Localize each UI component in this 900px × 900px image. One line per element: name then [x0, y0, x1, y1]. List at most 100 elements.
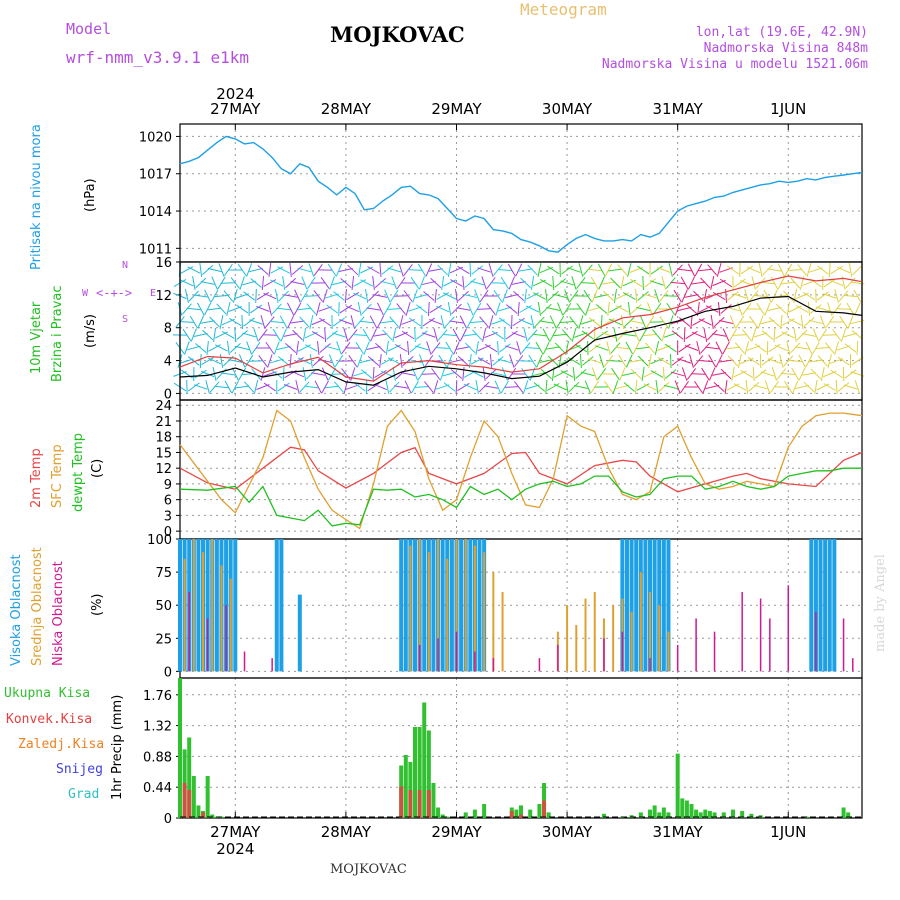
cloud-high-bar: [440, 539, 445, 672]
ytick-label: 6: [164, 494, 172, 509]
ytick-label: 3: [164, 509, 172, 524]
cloud-mid-bar: [409, 545, 412, 672]
precip-conv-bar: [417, 790, 422, 818]
precip-total-bar: [666, 812, 671, 818]
cloud-mid-bar: [593, 591, 596, 672]
precip-total-bar: [703, 809, 708, 818]
cloud-low-bar: [557, 644, 559, 672]
cloud-mid-bar: [183, 558, 186, 672]
ytick-label: 16: [155, 256, 172, 271]
cloud-low-bar: [741, 591, 743, 672]
cloud-mid-bar: [630, 611, 633, 672]
precip-legend-snow: Snijeg: [56, 762, 103, 777]
precip-legend-conv: Konvek.Kisa: [6, 712, 93, 727]
cloud-low-bar: [713, 631, 716, 672]
cloud-high-bar: [274, 539, 279, 672]
precip-total-bar: [652, 805, 657, 818]
year-label-top: 2024: [216, 85, 254, 103]
day-label-bottom: 28MAY: [321, 823, 372, 841]
ytick-label: 24: [155, 399, 172, 414]
cloud-high-bar: [477, 539, 482, 672]
precip-total-bar: [846, 812, 851, 818]
model-name: wrf-nmm_v3.9.1 e1km: [66, 48, 250, 67]
cloud-low-bar: [676, 644, 679, 672]
ytick-label: 0.88: [143, 750, 172, 765]
ytick-label: 12: [155, 462, 172, 477]
model-elevation-label: Nadmorska Visina u modelu 1521.06m: [601, 57, 868, 72]
cloud-mid-bar: [437, 539, 440, 672]
cloud-high-bar: [413, 539, 418, 672]
precip-total-bar: [472, 809, 477, 818]
cloud-low-bar: [603, 638, 605, 672]
day-label-top: 29MAY: [431, 100, 482, 118]
cloud-high-bar: [422, 539, 427, 672]
cloud-low-bar: [206, 618, 209, 672]
wind-gust-line: [179, 275, 863, 382]
cloud-high-bar: [813, 539, 818, 672]
day-label-bottom: 1JUN: [770, 823, 806, 841]
ytick-label: 0.44: [143, 781, 172, 796]
precip-total-bar: [841, 807, 846, 818]
ytick-label: 1014: [139, 205, 172, 220]
precip-total-bar: [445, 816, 450, 818]
cloud-mid-bar: [464, 539, 467, 672]
cloud-low-bar: [759, 598, 762, 672]
precip-total-bar: [730, 809, 735, 818]
cloud-mid-bar: [492, 572, 495, 672]
ytick-label: 18: [155, 431, 172, 446]
day-label-bottom: 31MAY: [653, 823, 704, 841]
cloud-high-bar: [809, 539, 814, 672]
cloud-high-bar: [449, 539, 454, 672]
cloud-high-bar: [431, 539, 436, 672]
cloud-mid-bar: [483, 552, 486, 672]
precip-total-bar: [514, 809, 519, 818]
day-label-top: 1JUN: [770, 100, 806, 118]
compass-west-label: W: [82, 288, 89, 299]
cloud-mid-bar: [192, 539, 195, 672]
panel-frame: [179, 123, 863, 263]
precip-conv-bar: [187, 790, 192, 818]
ytick-label: 50: [155, 599, 172, 614]
cloud-mid-bar: [501, 591, 504, 672]
precip-total-bar: [417, 727, 422, 818]
precip-total-bar: [638, 812, 643, 818]
day-label-top: 31MAY: [653, 100, 704, 118]
cloud-mid-bar: [202, 552, 205, 672]
wind-speed-line: [179, 295, 863, 386]
cloud-mid-bar: [229, 578, 232, 672]
precip-total-bar: [178, 678, 182, 818]
cloud-mid-bar: [220, 565, 223, 672]
ytick-label: 0: [164, 387, 172, 402]
precip-total-bar: [689, 804, 694, 818]
cloud-mid-bar: [566, 605, 569, 672]
cloud-low-bar: [695, 618, 697, 672]
precip-total-bar: [740, 811, 745, 818]
precip-total-bar: [431, 783, 436, 818]
precip-total-bar: [463, 812, 468, 818]
cloud-high-bar: [629, 539, 634, 672]
day-label-top: 30MAY: [542, 100, 593, 118]
precip-total-bar: [684, 800, 689, 818]
ytick-label: 15: [155, 446, 172, 461]
temp-sfc-line: [179, 409, 863, 530]
cloud-mid-bar: [639, 572, 642, 672]
cloud-high-bar: [832, 539, 837, 672]
wind-compass: W E N S <-+->: [82, 260, 162, 325]
precip-total-bar: [698, 812, 703, 818]
cloud-high-bar: [459, 539, 464, 672]
precip-total-bar: [191, 776, 196, 818]
ytick-label: 0: [164, 525, 172, 540]
precip-total-bar: [403, 755, 408, 818]
cloud-low-bar: [538, 658, 541, 672]
ytick-label: 100: [147, 533, 172, 548]
precip-total-bar: [519, 805, 523, 818]
precip-total-bar: [210, 814, 215, 818]
cloud-mid-bar: [446, 558, 449, 672]
ytick-label: 1017: [139, 168, 172, 183]
cloud-low-bar: [769, 618, 771, 672]
station-title: MOJKOVAC: [330, 22, 465, 47]
ytick-label: 75: [155, 566, 172, 581]
cloud-high-bar: [178, 539, 182, 672]
cloud-high-bar: [661, 539, 666, 672]
ytick-label: 0: [164, 665, 172, 680]
